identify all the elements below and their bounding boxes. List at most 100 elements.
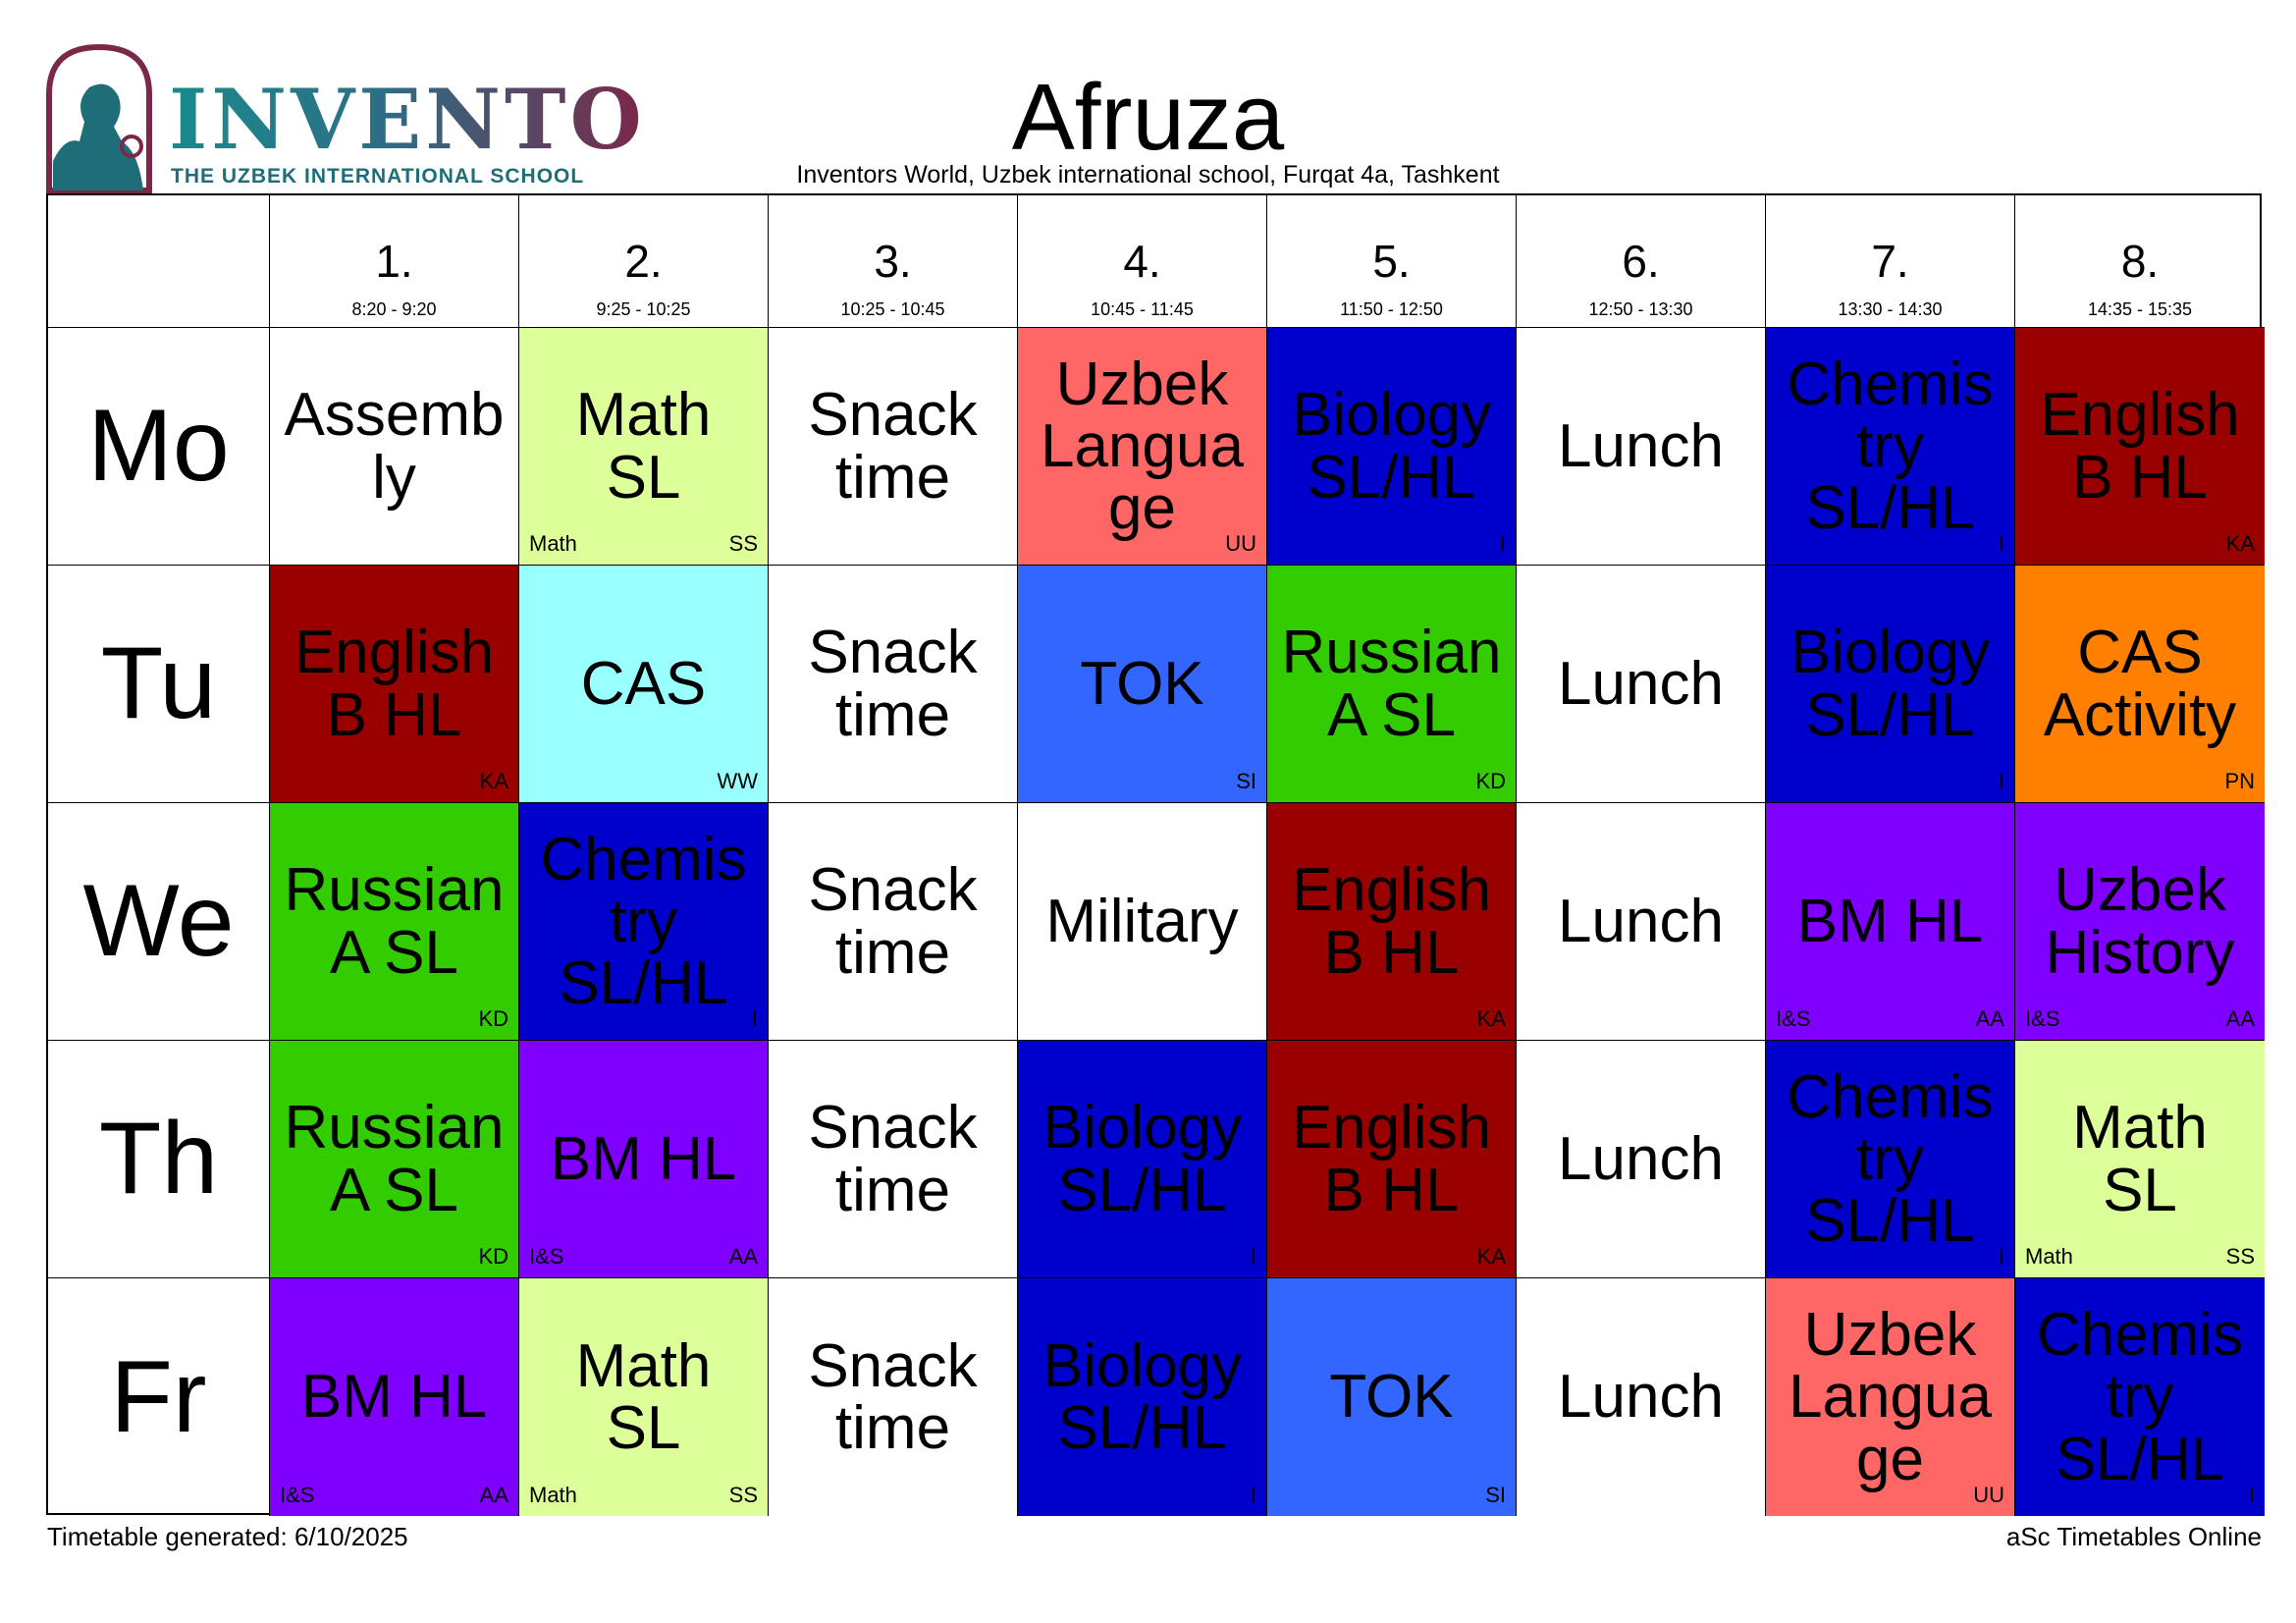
lesson-card[interactable]: Biology SL/HL I bbox=[1766, 566, 2015, 803]
lesson-card[interactable]: English B HL KA bbox=[1267, 803, 1517, 1041]
lesson-teacher: WW bbox=[717, 769, 758, 793]
lesson-subject: Chemis try SL/HL bbox=[540, 825, 747, 1018]
lesson-card[interactable]: CAS Activity PN bbox=[2015, 566, 2265, 803]
lesson-card[interactable]: Biology SL/HL I bbox=[1018, 1278, 1267, 1516]
lesson-subject: Chemis try SL/HL bbox=[1787, 350, 1994, 543]
lesson-card[interactable]: Chemis try SL/HL I bbox=[519, 803, 769, 1041]
lesson-subject: Lunch bbox=[1558, 1124, 1724, 1193]
corner-cell bbox=[48, 195, 270, 328]
lesson-card[interactable]: Snack time bbox=[769, 566, 1018, 803]
lesson-card[interactable]: Military bbox=[1018, 803, 1267, 1041]
lesson-card[interactable]: Snack time bbox=[769, 1041, 1018, 1278]
lesson-card[interactable]: Lunch bbox=[1517, 1278, 1766, 1516]
period-header: 1. 8:20 - 9:20 bbox=[270, 195, 519, 328]
lesson-card[interactable]: Lunch bbox=[1517, 566, 1766, 803]
lesson-teacher: AA bbox=[479, 1483, 508, 1507]
period-header: 2. 9:25 - 10:25 bbox=[519, 195, 769, 328]
lesson-subject: Math SL bbox=[575, 1331, 712, 1462]
lesson-card[interactable]: TOK SI bbox=[1267, 1278, 1517, 1516]
lesson-teacher: PN bbox=[2224, 769, 2255, 793]
lesson-card[interactable]: English B HL KA bbox=[270, 566, 519, 803]
period-number: 8. bbox=[2120, 236, 2160, 287]
lesson-teacher: SS bbox=[2225, 1244, 2255, 1269]
lesson-card[interactable]: BM HL I&S AA bbox=[1766, 803, 2015, 1041]
lesson-card[interactable]: Lunch bbox=[1517, 328, 1766, 566]
lesson-card[interactable]: Biology SL/HL I bbox=[1018, 1041, 1267, 1278]
lesson-teacher: SI bbox=[1236, 769, 1256, 793]
lesson-group: I&S bbox=[280, 1483, 315, 1507]
period-time: 11:50 - 12:50 bbox=[1340, 299, 1443, 319]
lesson-subject: Lunch bbox=[1558, 649, 1724, 718]
period-time: 12:50 - 13:30 bbox=[1588, 299, 1693, 319]
lesson-card[interactable]: Chemis try SL/HL I bbox=[2015, 1278, 2265, 1516]
day-label: Fr bbox=[48, 1278, 270, 1516]
lesson-card[interactable]: Russian A SL KD bbox=[270, 1041, 519, 1278]
period-time: 13:30 - 14:30 bbox=[1838, 299, 1943, 319]
lesson-teacher: KD bbox=[478, 1006, 508, 1031]
period-header: 7. 13:30 - 14:30 bbox=[1766, 195, 2015, 328]
lesson-teacher: I bbox=[1998, 531, 2004, 556]
lesson-subject: Snack time bbox=[808, 381, 978, 512]
lesson-card[interactable]: Snack time bbox=[769, 1278, 1018, 1516]
lesson-subject: Russian A SL bbox=[284, 856, 505, 987]
logo-subtitle: THE UZBEK INTERNATIONAL SCHOOL bbox=[171, 165, 585, 188]
period-time: 14:35 - 15:35 bbox=[2087, 299, 2193, 319]
lesson-card[interactable]: Biology SL/HL I bbox=[1267, 328, 1517, 566]
lesson-subject: Biology SL/HL bbox=[1291, 381, 1492, 512]
lesson-subject: Biology SL/HL bbox=[1041, 1331, 1243, 1462]
lesson-card[interactable]: BM HL I&S AA bbox=[519, 1041, 769, 1278]
lesson-card[interactable]: BM HL I&S AA bbox=[270, 1278, 519, 1516]
footer-brand: aSc Timetables Online bbox=[2005, 1522, 2262, 1551]
page-title: Afruza bbox=[1011, 65, 1285, 170]
lesson-teacher: AA bbox=[728, 1244, 758, 1269]
timetable-grid: 1. 8:20 - 9:20 2. 9:25 - 10:25 3. 10:25 - 10:… bbox=[46, 193, 2265, 1516]
logo-emblem-icon bbox=[46, 43, 152, 193]
lesson-card[interactable]: Uzbek Langua ge UU bbox=[1766, 1278, 2015, 1516]
lesson-card[interactable]: Lunch bbox=[1517, 1041, 1766, 1278]
lesson-group: Math bbox=[529, 1483, 577, 1507]
period-header: 6. 12:50 - 13:30 bbox=[1517, 195, 1766, 328]
lesson-teacher: KA bbox=[1476, 1006, 1506, 1031]
lesson-group: Math bbox=[2025, 1244, 2073, 1269]
lesson-teacher: I bbox=[751, 1006, 758, 1031]
lesson-teacher: KD bbox=[1475, 769, 1506, 793]
lesson-teacher: KA bbox=[2225, 531, 2255, 556]
lesson-card[interactable]: Russian A SL KD bbox=[1267, 566, 1517, 803]
lesson-card[interactable]: Uzbek History I&S AA bbox=[2015, 803, 2265, 1041]
lesson-teacher: I bbox=[1499, 531, 1506, 556]
lesson-card[interactable]: Snack time bbox=[769, 803, 1018, 1041]
lesson-teacher: AA bbox=[2225, 1006, 2255, 1031]
lesson-card[interactable]: Math SL Math SS bbox=[519, 328, 769, 566]
lesson-card[interactable]: Assemb ly bbox=[270, 328, 519, 566]
period-number: 3. bbox=[874, 236, 912, 287]
day-label: We bbox=[48, 803, 270, 1041]
lesson-card[interactable]: Uzbek Langua ge UU bbox=[1018, 328, 1267, 566]
lesson-card[interactable]: TOK SI bbox=[1018, 566, 1267, 803]
lesson-teacher: KD bbox=[478, 1244, 508, 1269]
lesson-subject: Snack time bbox=[808, 856, 978, 987]
lesson-card[interactable]: Snack time bbox=[769, 328, 1018, 566]
lesson-card[interactable]: English B HL KA bbox=[2015, 328, 2265, 566]
lesson-card[interactable]: CAS WW bbox=[519, 566, 769, 803]
lesson-group: Math bbox=[529, 531, 577, 556]
day-label: Mo bbox=[48, 328, 270, 566]
lesson-card[interactable]: Russian A SL KD bbox=[270, 803, 519, 1041]
lesson-subject: Chemis try SL/HL bbox=[1787, 1062, 1994, 1256]
lesson-subject: Math SL bbox=[2072, 1094, 2208, 1224]
lesson-card[interactable]: English B HL KA bbox=[1267, 1041, 1517, 1278]
page-subtitle: Inventors World, Uzbek international sch… bbox=[796, 161, 1500, 189]
lesson-card[interactable]: Lunch bbox=[1517, 803, 1766, 1041]
lesson-teacher: SI bbox=[1485, 1483, 1506, 1507]
lesson-subject: Snack time bbox=[808, 619, 978, 749]
lesson-subject: Chemis try SL/HL bbox=[2036, 1301, 2244, 1493]
lesson-card[interactable]: Chemis try SL/HL I bbox=[1766, 1041, 2015, 1278]
lesson-subject: Military bbox=[1045, 887, 1239, 955]
lesson-card[interactable]: Math SL Math SS bbox=[2015, 1041, 2265, 1278]
lesson-subject: Math SL bbox=[575, 381, 712, 512]
lesson-subject: Russian A SL bbox=[284, 1094, 505, 1224]
lesson-teacher: I bbox=[2248, 1483, 2255, 1507]
lesson-card[interactable]: Chemis try SL/HL I bbox=[1766, 328, 2015, 566]
lesson-teacher: I bbox=[1998, 1244, 2004, 1269]
lesson-card[interactable]: Math SL Math SS bbox=[519, 1278, 769, 1516]
period-number: 1. bbox=[375, 236, 413, 287]
